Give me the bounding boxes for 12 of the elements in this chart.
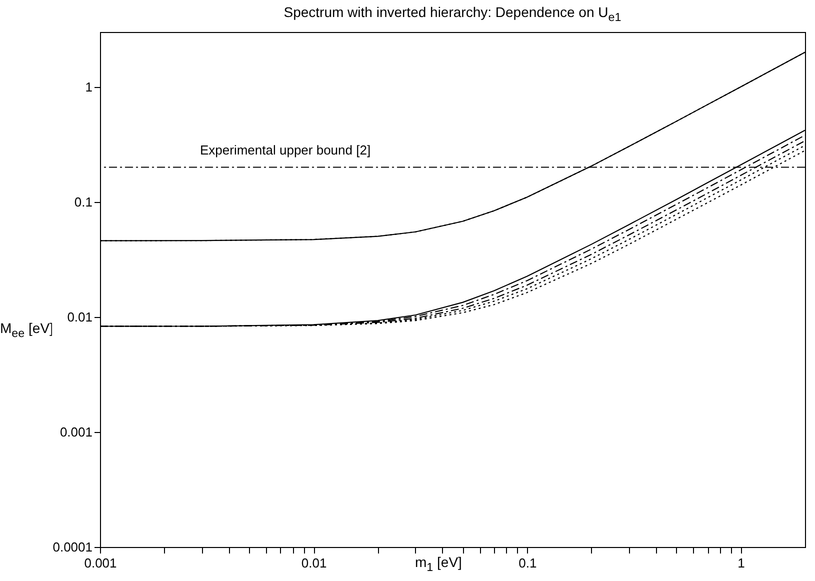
x-tick-label: 0.001 [84, 556, 117, 570]
chart-title: Spectrum with inverted hierarchy: Dependence on U$_{e1}$ [282, 3, 622, 26]
y-tick-label: 0.0001 [52, 540, 92, 554]
y-tick-label: 0.01 [67, 309, 92, 324]
x-tick-label: 0.1 [518, 556, 537, 570]
ref-line-label: Experimental upper bound [2] [200, 142, 371, 158]
y-tick-label: 0.001 [60, 424, 92, 440]
x-tick-label: 0.01 [301, 556, 327, 570]
x-tick-label: 1 [738, 556, 745, 570]
y-tick-label: 1 [85, 79, 92, 94]
y-tick-label: 0.1 [74, 194, 92, 210]
x-axis-title: m$_{1}$ [eV] [415, 554, 462, 574]
